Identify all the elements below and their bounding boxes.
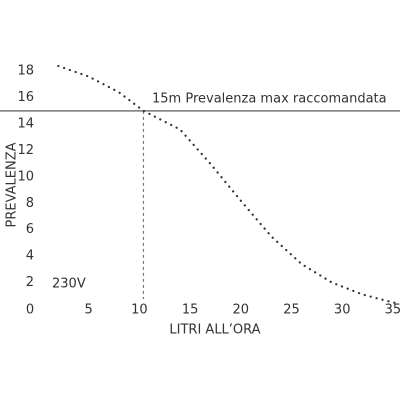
x-axis-label: LITRI ALL’ORA	[169, 323, 260, 338]
x-tick-label: 20	[233, 303, 250, 318]
y-tick-label: 10	[17, 169, 34, 184]
annotation: 15m Prevalenza max raccomandata	[152, 91, 387, 106]
x-tick-label: 10	[131, 303, 148, 318]
y-tick-label: 18	[17, 64, 34, 79]
y-tick-label: 4	[26, 249, 34, 264]
y-tick-label: 12	[17, 143, 34, 158]
x-tick-label: 30	[334, 303, 351, 318]
y-tick-label: 16	[17, 90, 34, 105]
flow-curve	[57, 64, 400, 305]
x-tick-label: 35	[385, 303, 400, 318]
y-axis-label: PREVALENZA	[5, 142, 20, 227]
x-tick-label: 5	[85, 303, 93, 318]
y-tick-label: 8	[26, 196, 34, 211]
y-tick-label: 14	[17, 117, 34, 132]
voltage-label: 230V	[52, 277, 86, 292]
x-tick-label: 0	[26, 303, 34, 318]
y-tick-label: 6	[26, 222, 34, 237]
x-tick-label: 15	[182, 303, 199, 318]
y-tick-label: 2	[26, 275, 34, 290]
x-tick-label: 25	[283, 303, 300, 318]
